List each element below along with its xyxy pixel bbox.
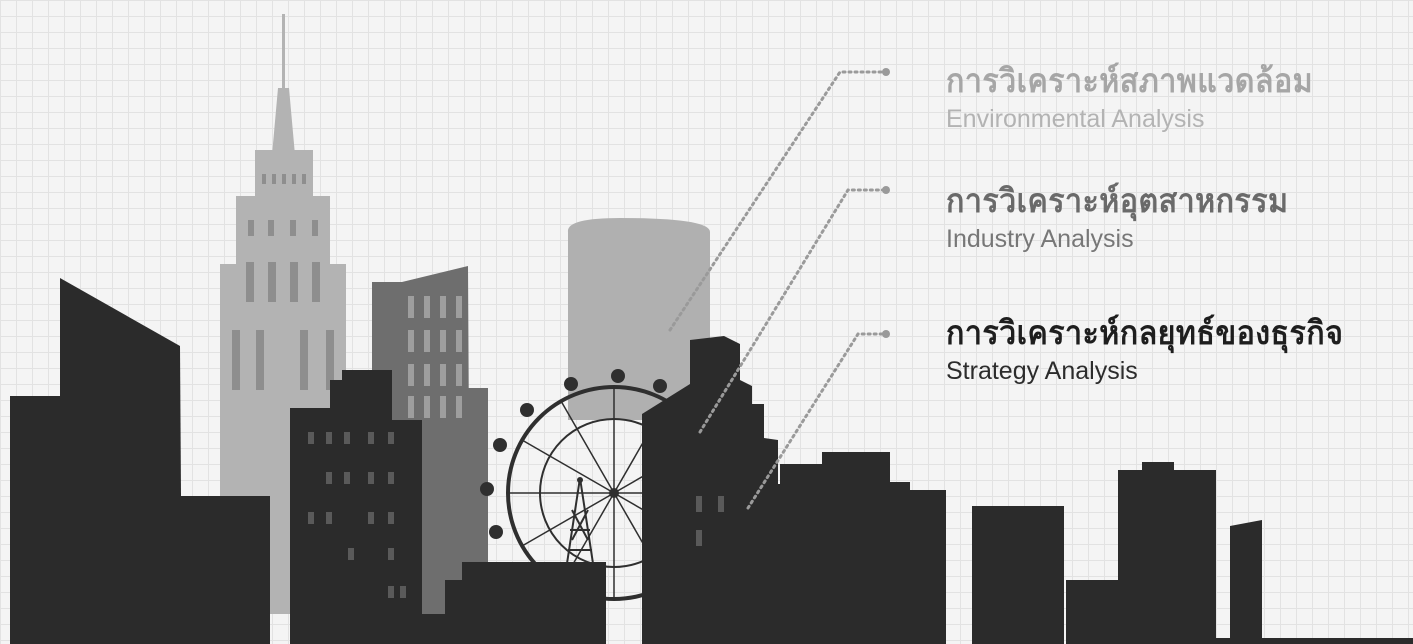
dark-buildings — [10, 278, 1413, 644]
connector-dots — [882, 68, 890, 338]
connector-environmental — [668, 70, 886, 332]
mid-building-windows — [408, 296, 462, 418]
connector-strategy — [746, 332, 886, 510]
strategy-analysis-english: Strategy Analysis — [946, 357, 1138, 385]
environmental-analysis-label: การวิเคราะห์สภาพแวดล้อม Environmental An… — [946, 64, 1345, 132]
strategy-analysis-thai: การวิเคราะห์กลยุทธ์ของธุรกิจ — [946, 313, 1344, 352]
round-tower — [567, 218, 710, 420]
connector-dot-strategy — [882, 330, 890, 338]
spire-tower-windows — [232, 174, 334, 390]
industry-analysis-label: การวิเคราะห์อุตสาหกรรม Industry Analysis — [946, 184, 1318, 252]
connector-dot-environmental — [882, 68, 890, 76]
connector-lines — [668, 70, 886, 510]
connector-industry — [698, 188, 886, 434]
industry-analysis-english: Industry Analysis — [946, 225, 1134, 253]
environmental-analysis-thai: การวิเคราะห์สภาพแวดล้อม — [946, 61, 1314, 100]
environmental-analysis-english: Environmental Analysis — [946, 105, 1205, 133]
connector-dot-industry — [882, 186, 890, 194]
industry-analysis-thai: การวิเคราะห์อุตสาหกรรม — [946, 181, 1289, 220]
strategy-analysis-label: การวิเคราะห์กลยุทธ์ของธุรกิจ Strategy An… — [946, 316, 1378, 384]
dark-building-windows — [308, 432, 724, 598]
